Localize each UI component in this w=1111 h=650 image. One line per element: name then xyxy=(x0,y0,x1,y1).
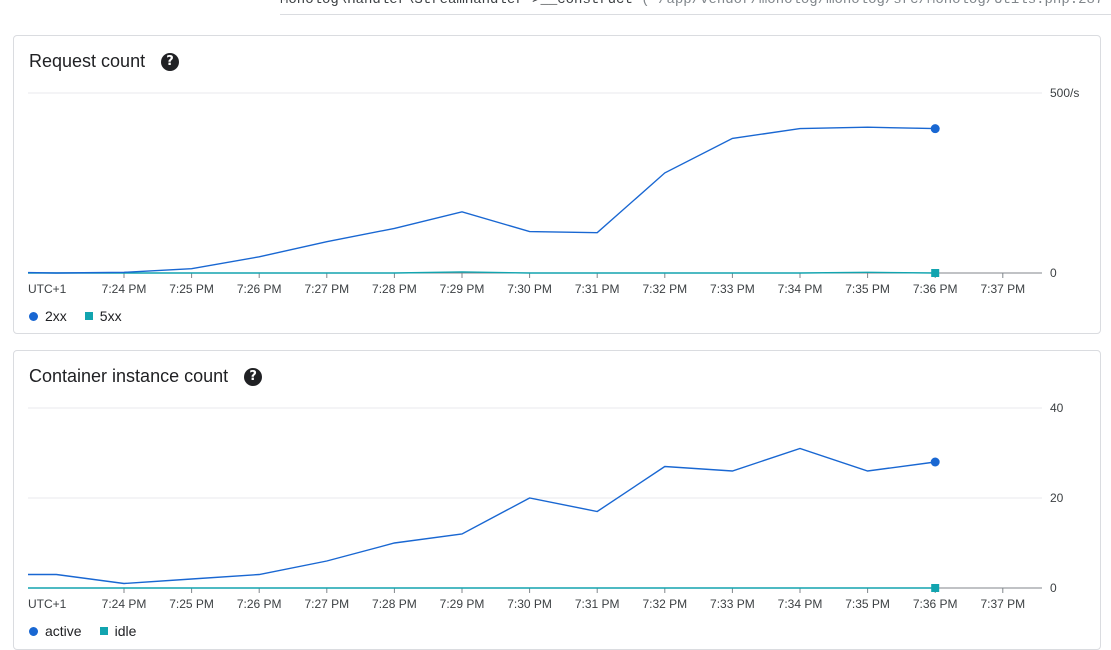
legend-label-5xx: 5xx xyxy=(100,308,122,324)
x-tick-label: 7:35 PM xyxy=(845,597,890,611)
x-tick-label: 7:27 PM xyxy=(304,282,349,296)
x-tick-label: 7:32 PM xyxy=(642,282,687,296)
log-header-line: Monolog\Handler\StreamHandler->__constru… xyxy=(280,0,1100,14)
log-path-text: ( /app/vendor/monolog/monolog/src/Monolo… xyxy=(641,0,1100,8)
x-tick-label: 7:29 PM xyxy=(440,282,485,296)
y-tick-label: 0 xyxy=(1050,266,1057,280)
header-divider xyxy=(280,14,1111,15)
log-class-text: Monolog\Handler\StreamHandler->__constru… xyxy=(280,0,633,8)
series-end-marker-active[interactable] xyxy=(931,458,940,467)
x-tick-label: 7:27 PM xyxy=(304,597,349,611)
series-line-2xx xyxy=(28,127,935,273)
x-tick-label: 7:31 PM xyxy=(575,597,620,611)
request-count-legend: 2xx 5xx xyxy=(29,308,140,324)
legend-label-2xx: 2xx xyxy=(45,308,67,324)
x-tick-label: 7:37 PM xyxy=(980,282,1025,296)
x-tick-label: 7:36 PM xyxy=(913,282,958,296)
legend-item-active[interactable]: active xyxy=(29,623,82,639)
container-instance-legend: active idle xyxy=(29,623,154,639)
series-end-marker-idle[interactable] xyxy=(931,584,939,592)
y-tick-label: 500/s xyxy=(1050,86,1079,100)
request-count-card: Request count ? 0 500/s UTC+1 7:24 PM 7:25 P… xyxy=(13,35,1101,334)
x-tick-label: 7:30 PM xyxy=(507,282,552,296)
legend-item-2xx[interactable]: 2xx xyxy=(29,308,67,324)
x-tick-label: 7:29 PM xyxy=(440,597,485,611)
x-tick-label: 7:34 PM xyxy=(778,282,823,296)
legend-label-idle: idle xyxy=(115,623,137,639)
timezone-label: UTC+1 xyxy=(28,597,67,611)
x-tick-label: 7:34 PM xyxy=(778,597,823,611)
x-tick-label: 7:26 PM xyxy=(237,282,282,296)
x-tick-label: 7:33 PM xyxy=(710,597,755,611)
x-tick-label: 7:30 PM xyxy=(507,597,552,611)
x-tick-label: 7:24 PM xyxy=(102,282,147,296)
x-tick-label: 7:31 PM xyxy=(575,282,620,296)
series-end-marker-5xx[interactable] xyxy=(931,269,939,277)
x-tick-label: 7:32 PM xyxy=(642,597,687,611)
x-tick-label: 7:36 PM xyxy=(913,597,958,611)
x-tick-label: 7:26 PM xyxy=(237,597,282,611)
series-line-5xx xyxy=(28,272,935,273)
series-line-active xyxy=(28,449,935,584)
x-tick-label: 7:37 PM xyxy=(980,597,1025,611)
container-instance-chart: 0 20 40 UTC+1 7:24 PM 7:25 PM 7:26 PM 7:27 PM 7:… xyxy=(14,351,1102,621)
request-count-chart: 0 500/s UTC+1 7:24 PM 7:25 PM 7:26 PM 7:27 PM 7… xyxy=(14,36,1102,306)
legend-item-5xx[interactable]: 5xx xyxy=(85,308,122,324)
x-tick-label: 7:25 PM xyxy=(169,597,214,611)
legend-square-icon xyxy=(85,312,93,320)
legend-dot-icon xyxy=(29,312,38,321)
x-tick-label: 7:24 PM xyxy=(102,597,147,611)
x-tick-label: 7:35 PM xyxy=(845,282,890,296)
x-tick-label: 7:28 PM xyxy=(372,282,417,296)
container-instance-card: Container instance count ? 0 20 40 UTC+1 7:2… xyxy=(13,350,1101,650)
timezone-label: UTC+1 xyxy=(28,282,67,296)
legend-item-idle[interactable]: idle xyxy=(100,623,137,639)
legend-label-active: active xyxy=(45,623,82,639)
x-tick-label: 7:28 PM xyxy=(372,597,417,611)
y-tick-label: 40 xyxy=(1050,401,1064,415)
series-end-marker-2xx[interactable] xyxy=(931,124,940,133)
y-tick-label: 20 xyxy=(1050,491,1064,505)
legend-dot-icon xyxy=(29,627,38,636)
legend-square-icon xyxy=(100,627,108,635)
y-tick-label: 0 xyxy=(1050,581,1057,595)
x-tick-label: 7:33 PM xyxy=(710,282,755,296)
x-tick-label: 7:25 PM xyxy=(169,282,214,296)
